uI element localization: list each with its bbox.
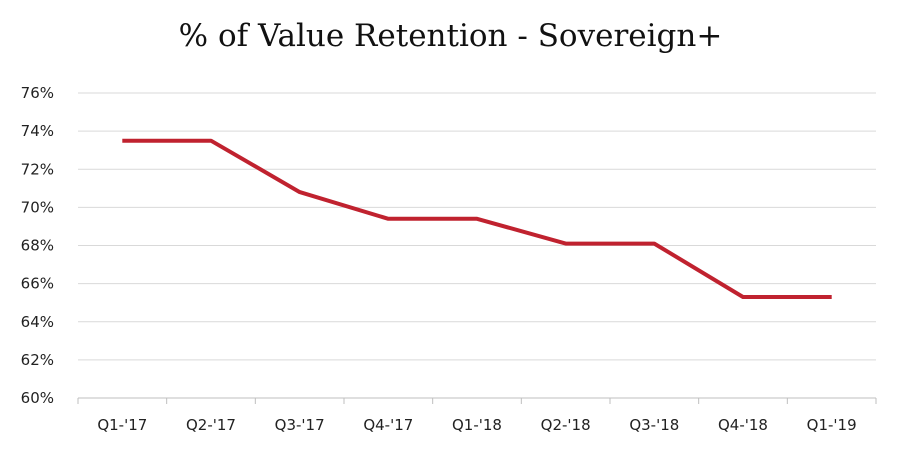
x-tick-label: Q1-'17 (97, 416, 147, 434)
x-tick-label: Q1-'19 (807, 416, 857, 434)
data-point (830, 295, 834, 299)
x-tick-label: Q2-'18 (541, 416, 591, 434)
data-point (741, 295, 745, 299)
x-tick-label: Q2-'17 (186, 416, 236, 434)
data-point (209, 139, 213, 143)
x-tick-label: Q3-'17 (275, 416, 325, 434)
y-tick-label: 66% (21, 275, 54, 293)
y-tick-label: 72% (21, 160, 54, 178)
data-point (120, 139, 124, 143)
series-layer (120, 138, 834, 299)
data-point (564, 242, 568, 246)
y-tick-label: 74% (21, 122, 54, 140)
y-tick-label: 70% (21, 198, 54, 216)
y-tick-label: 76% (21, 84, 54, 102)
y-tick-label: 64% (21, 313, 54, 331)
x-tick-label: Q3-'18 (629, 416, 679, 434)
x-tick-label: Q4-'18 (718, 416, 768, 434)
gridlines (78, 92, 876, 361)
chart-title: % of Value Retention - Sovereign+ (178, 18, 723, 54)
data-point (652, 242, 656, 246)
series-line (122, 138, 832, 299)
y-tick-label: 62% (21, 351, 54, 369)
y-tick-label: 68% (21, 237, 54, 255)
data-point (298, 190, 302, 194)
x-axis (77, 397, 877, 404)
data-point (475, 217, 479, 221)
y-tick-label: 60% (21, 389, 54, 407)
y-axis-tick-labels: 60% 62% 64% 66% 68% 70% 72% 74% 76% (21, 84, 54, 407)
data-point (386, 217, 390, 221)
x-axis-tick-labels: Q1-'17 Q2-'17 Q3-'17 Q4-'17 Q1-'18 Q2-'18 Q3-'… (97, 416, 856, 434)
x-tick-label: Q4-'17 (363, 416, 413, 434)
x-tick-label: Q1-'18 (452, 416, 502, 434)
